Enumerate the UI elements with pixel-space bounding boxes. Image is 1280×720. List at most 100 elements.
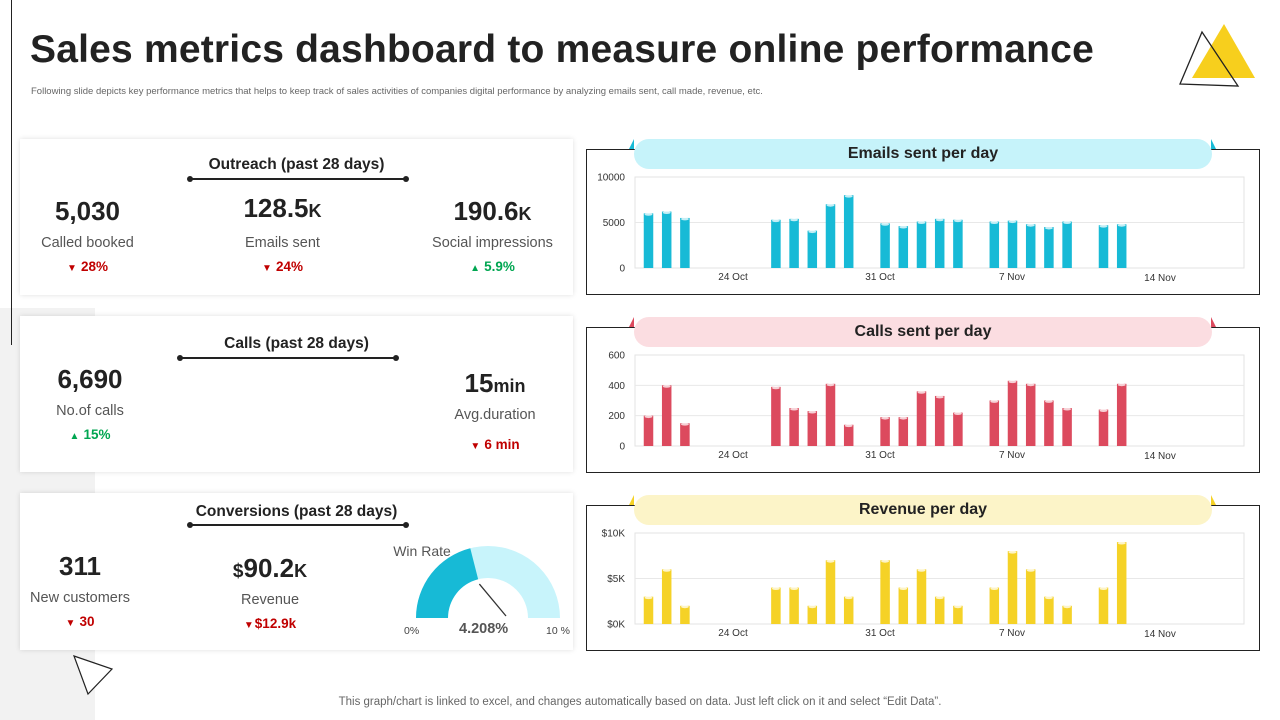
- revenue-chart: $10K $5K $0K 24 Oct 31 Oct 7 Nov 14 Nov: [586, 505, 1260, 651]
- triangle-logo-icon: [1179, 24, 1255, 87]
- revenue-bar: [934, 596, 945, 624]
- new-customers-value: 311: [59, 551, 101, 581]
- social-impressions-metric: 190.6K Social impressions ▲ 5.9%: [420, 196, 565, 274]
- calls-bar-highlight: [1063, 407, 1072, 411]
- avg-duration-number: 15: [464, 368, 494, 398]
- revenue-bar: [989, 587, 1000, 624]
- new-customers-change-value: 30: [79, 614, 95, 629]
- revenue-bar-highlight: [935, 596, 944, 600]
- social-impressions-value: 190.6K: [420, 196, 565, 227]
- y-tick-label: $10K: [602, 529, 626, 540]
- revenue-bar: [880, 560, 890, 624]
- new-customers-label: New customers: [30, 590, 130, 606]
- gauge-fill: [416, 548, 479, 618]
- revenue-currency: $: [232, 561, 244, 582]
- calls-bar-highlight: [662, 384, 671, 388]
- emails-bar-highlight: [990, 221, 999, 224]
- emails-bar-highlight: [790, 218, 799, 222]
- revenue-bar-highlight: [662, 569, 671, 572]
- revenue-bar: [898, 587, 909, 624]
- win-rate-title: Win Rate: [393, 543, 451, 559]
- emails-sent-value: 128.5K: [215, 193, 350, 224]
- y-tick-label: 400: [608, 381, 625, 392]
- calls-tab-left-corner: [629, 317, 634, 327]
- calls-title-underline: [177, 355, 399, 360]
- emails-bar-highlight: [1117, 223, 1126, 227]
- emails-bar: [1007, 220, 1018, 268]
- gauge-min-label: 0%: [404, 625, 420, 637]
- emails-bar: [643, 213, 654, 268]
- emails-bar: [1044, 227, 1054, 268]
- up-arrow-icon: ▲: [69, 431, 80, 442]
- calls-title: Calls (past 28 days): [224, 335, 369, 352]
- emails-bar-highlight: [771, 219, 780, 223]
- emails-bar-highlight: [899, 225, 908, 229]
- x-tick-label: 24 Oct: [718, 628, 748, 639]
- emails-sent-change: ▼ 24%: [215, 259, 350, 274]
- emails-bar-highlight: [808, 230, 817, 234]
- calls-bar: [1098, 409, 1109, 446]
- calls-bar-highlight: [917, 391, 926, 394]
- avg-duration-metric: 15min Avg.duration ▼ 6 min: [425, 368, 565, 452]
- revenue-bar-highlight: [680, 605, 689, 609]
- revenue-label: Revenue: [240, 592, 300, 608]
- revenue-bar: [953, 605, 963, 624]
- revenue-change: ▼$12.9k: [215, 616, 325, 631]
- revenue-bar-highlight: [1008, 550, 1017, 554]
- called-booked-change: ▼ 28%: [25, 259, 150, 274]
- page-subtitle: Following slide depicts key performance …: [31, 86, 763, 97]
- calls-bar: [953, 412, 963, 446]
- revenue-bar-highlight: [1063, 605, 1072, 609]
- revenue-change-value: $12.9k: [254, 616, 297, 631]
- avg-duration-value: 15min: [425, 368, 565, 399]
- social-impressions-label: Social impressions: [432, 235, 553, 251]
- emails-bar-highlight: [1099, 224, 1108, 228]
- emails-bar-highlight: [1008, 220, 1017, 224]
- calls-bar: [643, 415, 654, 446]
- calls-bar-highlight: [1117, 383, 1126, 387]
- calls-tab-right-corner: [1211, 317, 1216, 327]
- calls-bar-highlight: [881, 416, 890, 420]
- calls-bar-highlight: [935, 395, 944, 399]
- revenue-bar-highlight: [771, 587, 780, 590]
- emails-sent-metric: 128.5K Emails sent ▼ 24%: [215, 193, 350, 274]
- revenue-bar: [1062, 605, 1072, 624]
- emails-bar: [989, 221, 1000, 268]
- revenue-bar: [789, 587, 799, 624]
- calls-bar-highlight: [899, 416, 908, 420]
- down-arrow-icon: ▼: [65, 618, 76, 629]
- calls-bar: [1062, 408, 1072, 446]
- x-tick-label: 7 Nov: [999, 272, 1025, 283]
- revenue-bar-highlight: [826, 559, 835, 563]
- x-tick-label: 14 Nov: [1144, 273, 1176, 284]
- y-tick-label: 600: [608, 351, 625, 362]
- emails-bar: [916, 221, 927, 268]
- revenue-bar-highlight: [917, 569, 926, 572]
- emails-bar-highlight: [680, 217, 689, 221]
- calls-bar: [680, 423, 690, 446]
- social-impressions-change-value: 5.9%: [484, 259, 515, 274]
- emails-bar-highlight: [1026, 223, 1035, 227]
- emails-bar-highlight: [1063, 221, 1072, 224]
- new-customers-metric: 311 New customers ▼ 30: [25, 551, 135, 629]
- down-arrow-icon: ▼: [67, 263, 77, 274]
- calls-bar: [843, 424, 854, 446]
- calls-bar: [661, 385, 672, 446]
- calls-chart-plot: 600 400 200 0 24 Oct 31 Oct 7 Nov 14 Nov: [608, 351, 1245, 462]
- x-tick-label: 7 Nov: [999, 628, 1025, 639]
- x-tick-label: 14 Nov: [1144, 629, 1176, 640]
- calls-bar-highlight: [680, 422, 689, 426]
- emails-sent-number: 128.5: [243, 193, 309, 223]
- down-arrow-icon: ▼: [470, 441, 481, 452]
- cursor-triangle-icon: [73, 655, 114, 696]
- calls-chart: 600 400 200 0 24 Oct 31 Oct 7 Nov 14 Nov: [586, 327, 1260, 473]
- x-tick-label: 24 Oct: [718, 450, 748, 461]
- avg-duration-change: ▼ 6 min: [425, 437, 565, 452]
- no-of-calls-value: 6,690: [57, 364, 123, 394]
- avg-duration-label: Avg.duration: [454, 407, 536, 423]
- emails-bar-highlight: [644, 213, 653, 216]
- calls-bar: [880, 417, 890, 446]
- revenue-bar: [843, 596, 854, 624]
- emails-bar: [953, 219, 963, 268]
